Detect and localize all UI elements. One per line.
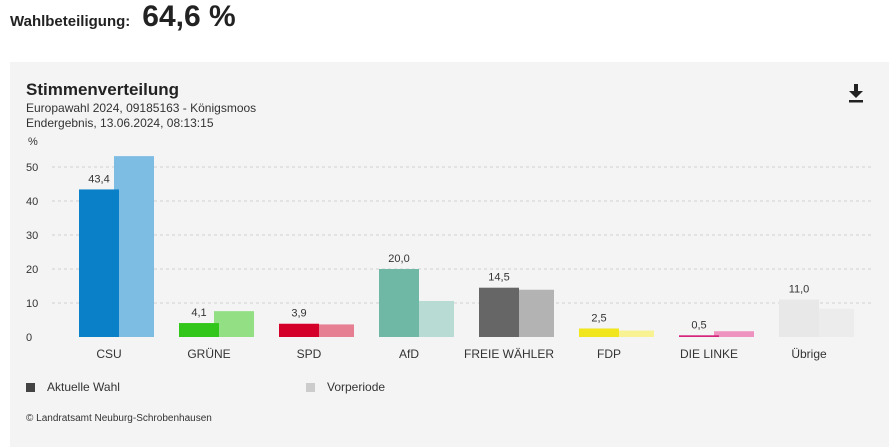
chart-subtitle-status: Endergebnis, 13.06.2024, 08:13:15 — [26, 116, 214, 130]
bar-previous — [514, 289, 554, 337]
y-tick-label: 50 — [26, 162, 38, 174]
data-label: 0,5 — [691, 319, 706, 331]
y-tick-label: 20 — [26, 264, 38, 276]
data-label: 2,5 — [591, 313, 606, 325]
bar-current — [779, 299, 819, 337]
y-tick-label: 30 — [26, 230, 38, 242]
data-label: 4,1 — [191, 307, 206, 319]
data-label: 14,5 — [488, 272, 509, 284]
bar-previous — [114, 156, 154, 337]
data-label: 43,4 — [88, 173, 109, 185]
download-icon — [849, 84, 863, 103]
turnout-value: 64,6 % — [142, 0, 236, 33]
data-label: 11,0 — [789, 284, 810, 296]
turnout: Wahlbeteiligung: 64,6 % — [10, 0, 236, 40]
legend-label-previous: Vorperiode — [327, 380, 386, 394]
legend-swatch-current — [26, 382, 35, 392]
chart-panel: Stimmenverteilung Europawahl 2024, 09185… — [10, 62, 889, 447]
legend-item-current[interactable]: Aktuelle Wahl — [26, 380, 120, 394]
bar-current — [479, 287, 519, 337]
bar-previous — [214, 311, 254, 337]
x-tick-label: DIE LINKE — [680, 347, 738, 361]
x-tick-label: SPD — [297, 347, 322, 361]
x-tick-label: FREIE WÄHLER — [464, 347, 554, 361]
legend-label-current: Aktuelle Wahl — [47, 380, 120, 394]
x-tick-label: CSU — [96, 347, 121, 361]
y-tick-label: 0 — [26, 332, 32, 344]
x-tick-label: AfD — [399, 347, 419, 361]
data-label: 20,0 — [388, 253, 409, 265]
bar-previous — [614, 330, 654, 337]
chart-subtitle-election: Europawahl 2024, 09185163 - Königsmoos — [26, 101, 257, 115]
legend-swatch-previous — [306, 382, 315, 392]
bar-current — [79, 189, 119, 337]
chart-title: Stimmenverteilung — [26, 80, 180, 99]
y-tick-label: 10 — [26, 298, 38, 310]
y-tick-label: 40 — [26, 196, 38, 208]
bar-previous — [414, 300, 454, 337]
bar-current — [279, 323, 319, 337]
bar-previous — [714, 331, 754, 337]
legend-item-previous[interactable]: Vorperiode — [306, 380, 385, 394]
turnout-label: Wahlbeteiligung: — [10, 13, 131, 30]
bar-current — [179, 323, 219, 337]
data-label: 3,9 — [291, 308, 306, 320]
bar-previous — [814, 308, 854, 337]
copyright: © Landratsamt Neuburg-Schrobenhausen — [26, 413, 212, 424]
download-button[interactable] — [846, 82, 866, 104]
x-tick-label: Übrige — [791, 347, 827, 361]
bar-previous — [314, 324, 354, 337]
bar-current — [379, 269, 419, 337]
bar-current — [679, 335, 719, 337]
y-axis-label: % — [28, 136, 38, 148]
bar-current — [579, 328, 619, 337]
bar-chart: 0 10 20 30 40 50% 43,4 CSU 4,1 GRÜNE 3,9 SPD 20,0 AfD… — [26, 136, 874, 361]
x-tick-label: GRÜNE — [187, 347, 230, 361]
x-tick-label: FDP — [597, 347, 621, 361]
